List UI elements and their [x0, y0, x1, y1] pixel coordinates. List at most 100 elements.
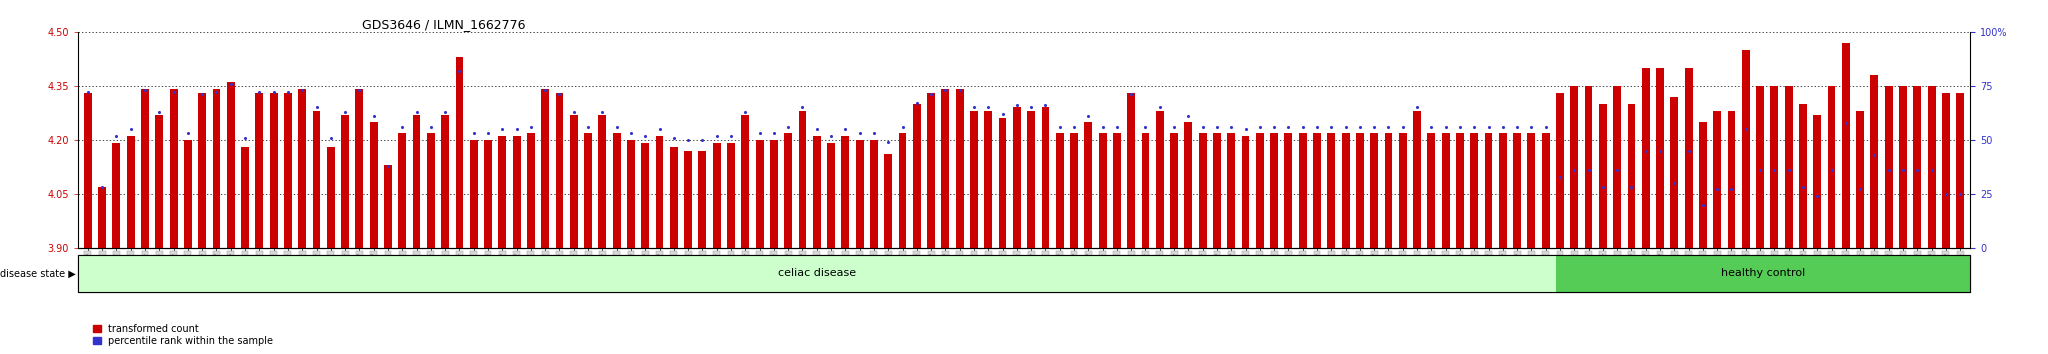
Bar: [328, 147, 334, 248]
Point: [1042, 124, 1075, 130]
Bar: [555, 93, 563, 248]
Point: [614, 131, 647, 136]
Bar: [741, 115, 750, 248]
Point: [1473, 124, 1505, 130]
Bar: [541, 90, 549, 248]
Point: [1686, 202, 1718, 207]
Point: [1329, 124, 1362, 130]
Bar: [1798, 104, 1806, 248]
Bar: [1743, 50, 1749, 248]
Point: [987, 111, 1020, 117]
Point: [1415, 124, 1448, 130]
Bar: [942, 90, 950, 248]
Point: [258, 90, 291, 95]
Bar: [1898, 86, 1907, 248]
Bar: [612, 133, 621, 248]
Point: [1757, 167, 1790, 173]
Point: [586, 109, 618, 115]
Point: [901, 100, 934, 106]
Point: [629, 133, 662, 138]
Point: [1602, 167, 1634, 173]
Point: [1272, 124, 1305, 130]
Point: [1071, 113, 1104, 119]
Point: [600, 124, 633, 130]
Bar: [213, 90, 221, 248]
Point: [229, 135, 262, 141]
Point: [201, 90, 233, 95]
Bar: [371, 122, 377, 248]
Point: [973, 104, 1006, 110]
Point: [1516, 124, 1548, 130]
Point: [399, 109, 432, 115]
Bar: [1098, 133, 1106, 248]
Point: [1559, 167, 1591, 173]
Point: [1243, 124, 1276, 130]
Bar: [1769, 86, 1778, 248]
Point: [1171, 113, 1204, 119]
Bar: [1556, 255, 1970, 292]
Bar: [1042, 107, 1049, 248]
Point: [1157, 124, 1190, 130]
Bar: [1628, 104, 1636, 248]
Point: [1286, 124, 1319, 130]
Bar: [1700, 122, 1706, 248]
Bar: [1413, 111, 1421, 248]
Bar: [928, 93, 936, 248]
Point: [1501, 124, 1534, 130]
Bar: [199, 93, 207, 248]
Bar: [242, 147, 250, 248]
Point: [1630, 148, 1663, 153]
Bar: [684, 150, 692, 248]
Point: [1659, 180, 1692, 186]
Point: [715, 133, 748, 138]
Bar: [498, 136, 506, 248]
Bar: [1327, 133, 1335, 248]
Bar: [1456, 133, 1464, 248]
Bar: [1855, 111, 1864, 248]
Point: [485, 126, 518, 132]
Bar: [1470, 133, 1479, 248]
Point: [1057, 124, 1090, 130]
Point: [915, 92, 948, 97]
Bar: [1942, 93, 1950, 248]
Bar: [1384, 133, 1393, 248]
Point: [1444, 124, 1477, 130]
Point: [786, 104, 819, 110]
Point: [471, 131, 504, 136]
Point: [1829, 120, 1862, 125]
Bar: [1927, 86, 1935, 248]
Bar: [1014, 107, 1020, 248]
Bar: [985, 111, 991, 248]
Point: [887, 124, 920, 130]
Bar: [1184, 122, 1192, 248]
Bar: [1141, 133, 1149, 248]
Bar: [1212, 133, 1221, 248]
Bar: [756, 140, 764, 248]
Point: [1573, 167, 1606, 173]
Point: [330, 109, 362, 115]
Point: [829, 126, 862, 132]
Bar: [1028, 111, 1034, 248]
Bar: [627, 140, 635, 248]
Point: [1430, 124, 1462, 130]
Point: [1700, 187, 1733, 192]
Point: [1229, 126, 1262, 132]
Bar: [1155, 111, 1163, 248]
Point: [514, 124, 547, 130]
Bar: [1729, 111, 1735, 248]
Bar: [999, 118, 1006, 248]
Bar: [1686, 68, 1692, 248]
Bar: [856, 140, 864, 248]
Bar: [1284, 133, 1292, 248]
Point: [1714, 187, 1747, 192]
Bar: [299, 90, 305, 248]
Text: disease state ▶: disease state ▶: [0, 268, 76, 279]
Point: [1257, 124, 1290, 130]
Point: [1028, 102, 1061, 108]
Bar: [156, 115, 164, 248]
Bar: [1112, 133, 1120, 248]
Point: [1929, 191, 1962, 197]
Bar: [1298, 133, 1307, 248]
Point: [801, 126, 834, 132]
Point: [1800, 193, 1833, 199]
